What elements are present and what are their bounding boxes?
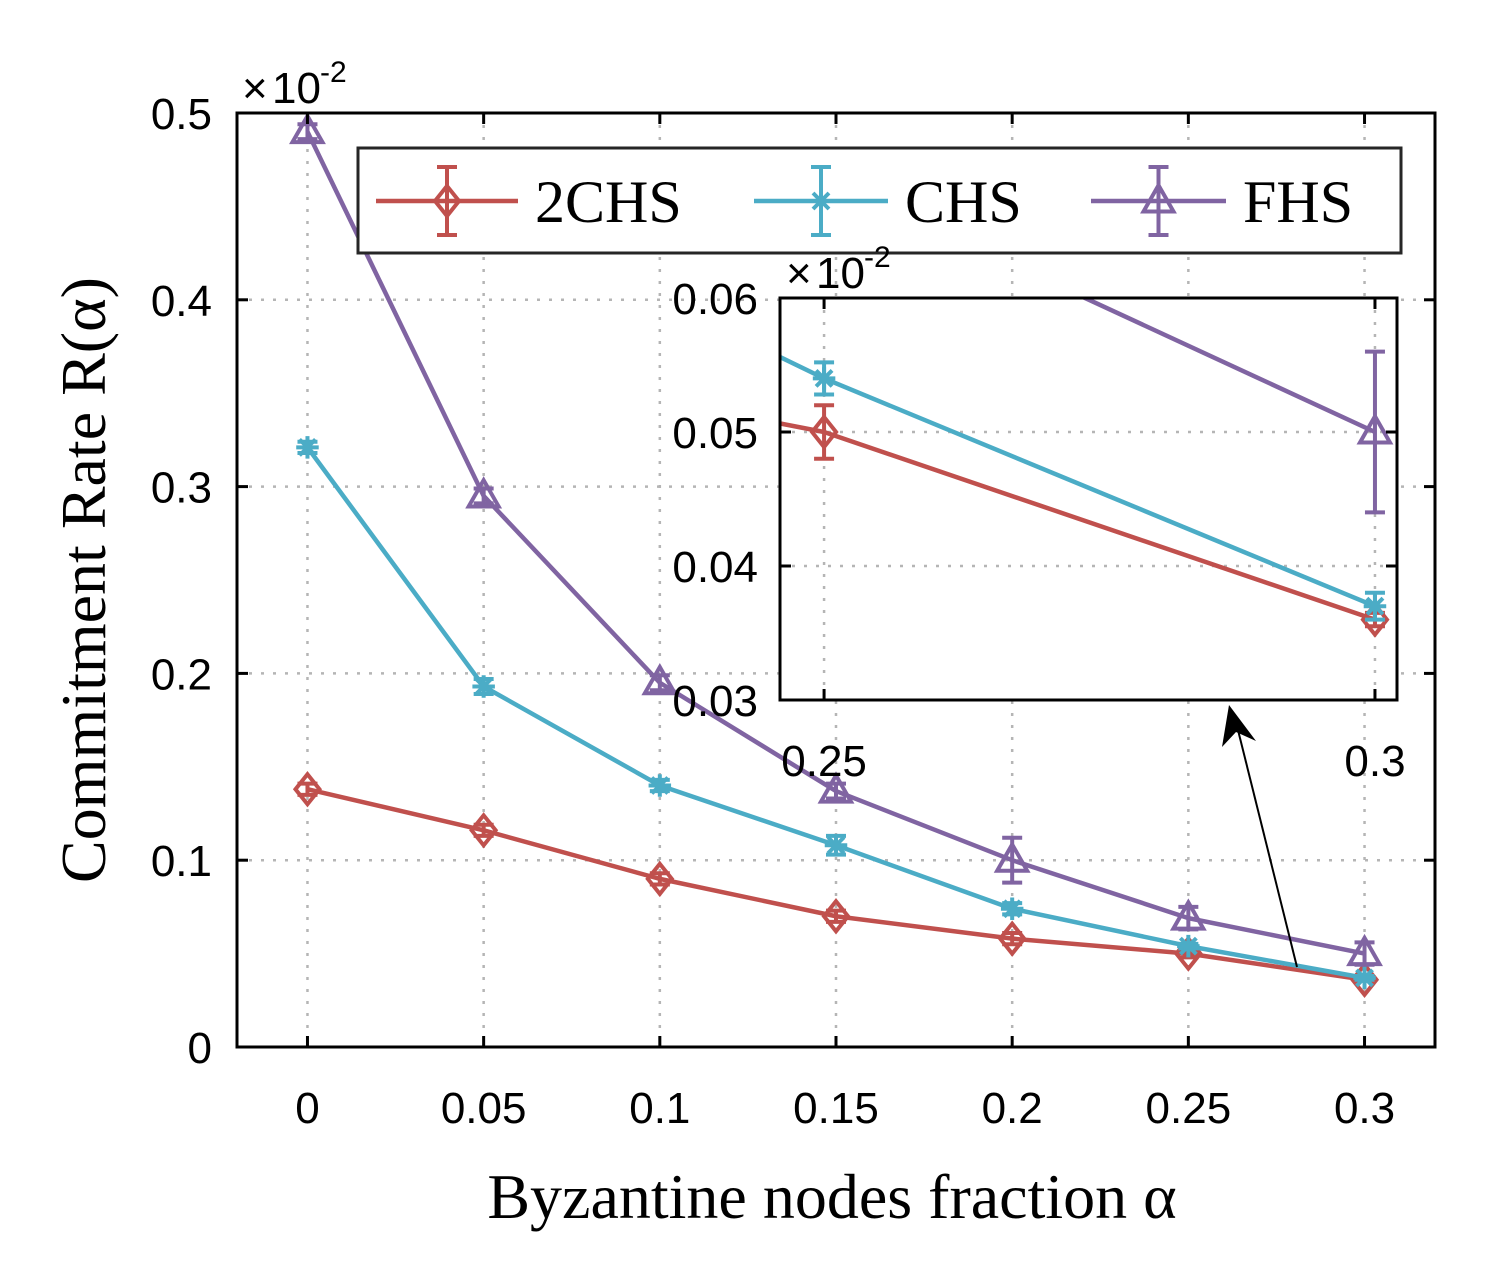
inset-series-line-2CHS <box>823 429 1376 622</box>
data-point-2CHS <box>997 920 1027 957</box>
inset-y-multiplier-exponent: -2 <box>864 241 891 274</box>
data-point-FHS <box>465 476 503 509</box>
inset-data-point-CHS <box>1363 594 1387 618</box>
y-axis-title: Commitment Rate R(α) <box>48 277 119 883</box>
data-point-2CHS <box>292 771 323 808</box>
data-point-FHS <box>1169 898 1207 931</box>
y-multiplier-exponent: -2 <box>320 56 347 89</box>
data-point-CHS <box>296 436 319 459</box>
x-axis-title: Byzantine nodes fraction α <box>487 1161 1176 1232</box>
y-tick-label: 0.5 <box>151 90 212 139</box>
inset-data-point-FHS <box>1356 412 1394 445</box>
inset-plot-area <box>780 298 1394 638</box>
legend-label-2CHS: 2CHS <box>535 169 682 235</box>
legend-marker-2CHS <box>432 182 462 220</box>
data-point-2CHS <box>645 860 675 898</box>
legend-label-CHS: CHS <box>905 169 1022 235</box>
inset-data-point-2CHS <box>809 413 839 451</box>
data-point-FHS <box>993 840 1031 873</box>
y-tick-label: 0.2 <box>151 650 212 699</box>
legend-marker-FHS <box>1140 181 1177 214</box>
inset-frame <box>778 296 1399 702</box>
inset-series-line-FHS <box>1079 298 1376 435</box>
data-point-CHS <box>472 675 495 698</box>
y-tick-label: 0.4 <box>151 277 212 326</box>
inset-y-tick-label: 0.04 <box>672 543 758 592</box>
inset-data-point-CHS <box>812 367 836 390</box>
data-point-CHS <box>1177 934 1200 958</box>
inset-data-point-2CHS <box>1360 601 1390 638</box>
y-tick-label: 0 <box>188 1024 212 1073</box>
data-point-FHS <box>1346 933 1383 967</box>
x-tick-label: 0 <box>295 1084 319 1133</box>
main-y-multiplier: × 10 -2 <box>242 56 347 113</box>
inset-background <box>780 298 1397 700</box>
legend-marker-CHS <box>809 189 833 213</box>
x-tick-label: 0.05 <box>441 1084 527 1133</box>
legend-label-FHS: FHS <box>1243 169 1353 235</box>
data-point-CHS <box>1000 897 1024 921</box>
y-multiplier-times: × <box>242 64 268 113</box>
inset-y-multiplier-base: 10 <box>816 249 865 298</box>
inset-y-multiplier: × 10 -2 <box>786 241 891 298</box>
inset-y-multiplier-times: × <box>786 249 812 298</box>
inset-x-tick-label: 0.3 <box>1344 737 1405 786</box>
main-plot-area <box>289 113 1383 998</box>
data-point-2CHS <box>821 898 851 935</box>
inset-y-tick-label: 0.05 <box>672 409 758 458</box>
y-tick-label: 0.1 <box>151 837 212 886</box>
y-tick-label: 0.3 <box>151 464 212 513</box>
inset-x-tick-label: 0.25 <box>781 737 867 786</box>
data-point-CHS <box>1353 966 1376 990</box>
inset-y-tick-label: 0.06 <box>672 275 758 324</box>
legend: 2CHS CHS FHS <box>356 146 1403 255</box>
x-tick-label: 0.2 <box>982 1084 1043 1133</box>
data-point-CHS <box>648 774 672 797</box>
zoom-arrow-head <box>1222 705 1256 747</box>
x-tick-label: 0.15 <box>793 1084 879 1133</box>
inset-y-tick-label: 0.03 <box>672 677 758 726</box>
main-ticks: 0 0.05 0.1 0.15 0.2 0.25 0.3 0 0.1 0.2 0.3 0.4 0.5 <box>151 90 1435 1133</box>
data-point-2CHS <box>469 812 499 849</box>
data-point-FHS <box>289 113 326 145</box>
x-tick-label: 0.3 <box>1334 1084 1395 1133</box>
inset-series-line-CHS <box>823 376 1376 609</box>
y-multiplier-base: 10 <box>272 64 321 113</box>
data-point-FHS <box>817 771 855 804</box>
data-point-FHS <box>641 662 679 696</box>
inset-ticks: 0.25 0.3 0.03 0.04 0.05 0.06 <box>672 275 1405 786</box>
data-point-CHS <box>824 834 848 857</box>
zoom-arrow <box>1222 705 1298 968</box>
inset: 0.25 0.3 0.03 0.04 0.05 0.06 × 10 -2 <box>672 241 1405 786</box>
x-tick-label: 0.1 <box>629 1084 690 1133</box>
x-tick-label: 0.25 <box>1146 1084 1232 1133</box>
zoom-arrow-line <box>1235 721 1298 968</box>
